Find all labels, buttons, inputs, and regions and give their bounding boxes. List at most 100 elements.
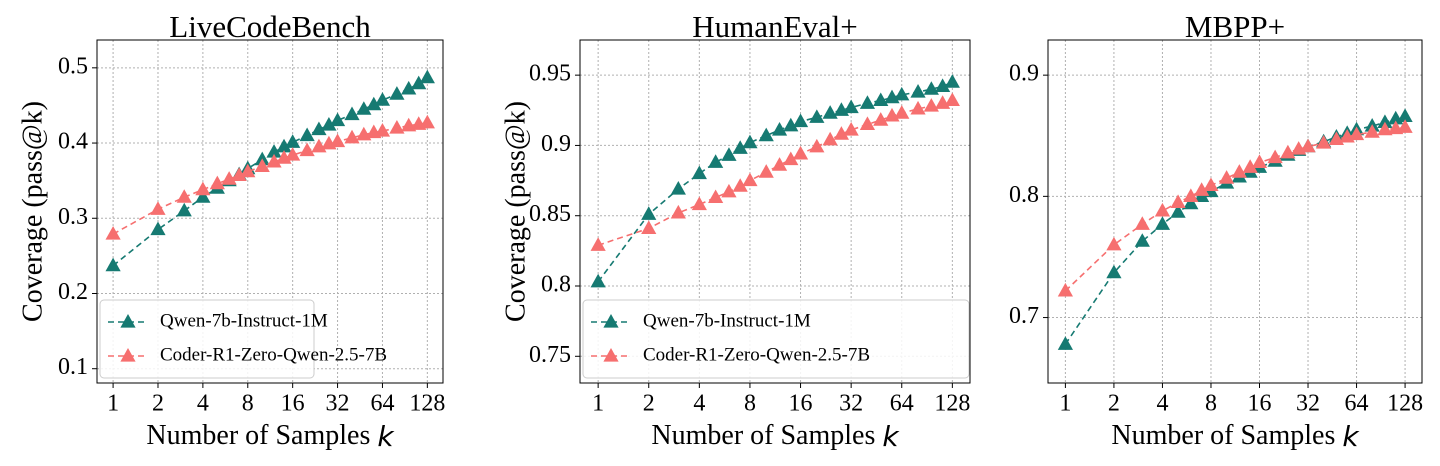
- x-tick-label: 1: [592, 391, 604, 417]
- data-point: [374, 92, 391, 106]
- data-point: [344, 106, 360, 121]
- y-tick-label: 0.8: [1009, 182, 1039, 208]
- data-point: [708, 189, 724, 204]
- data-point: [195, 181, 211, 196]
- data-point: [1170, 194, 1186, 209]
- data-point: [266, 144, 282, 158]
- data-point: [176, 202, 192, 217]
- x-tick-label: 128: [1387, 391, 1423, 417]
- data-point: [783, 151, 799, 166]
- data-point: [1154, 216, 1171, 230]
- data-point: [1057, 282, 1073, 297]
- data-point: [670, 204, 686, 219]
- x-tick-label: 8: [744, 391, 756, 417]
- data-point: [311, 121, 327, 136]
- data-point: [1194, 182, 1210, 196]
- data-point: [944, 92, 960, 107]
- data-point: [221, 171, 237, 185]
- data-point: [792, 145, 809, 160]
- legend-marker: [603, 348, 619, 362]
- data-point: [935, 78, 951, 92]
- y-tick-label: 0.5: [58, 53, 88, 79]
- x-tick-label: 4: [1156, 391, 1168, 417]
- data-point: [742, 172, 758, 187]
- y-tick-label: 0.85: [529, 201, 571, 227]
- legend: Qwen-7b-Instruct-1M Coder-R1-Zero-Qwen-2.…: [582, 299, 970, 379]
- data-point: [910, 84, 926, 98]
- y-tick-label: 0.95: [529, 61, 571, 87]
- x-label-text: Number of Samples: [146, 420, 370, 451]
- subplot: 1 2 4 8 16 32 64 128 0.1 0.2 0.3 0.4 0.5 LiveCodeBenc…: [17, 9, 445, 453]
- y-tick-label: 0.9: [541, 131, 571, 157]
- x-tick-label: 128: [934, 391, 970, 417]
- axes-frame: [96, 39, 444, 384]
- data-point: [150, 221, 166, 236]
- legend: Qwen-7b-Instruct-1M Coder-R1-Zero-Qwen-2.…: [99, 299, 387, 379]
- x-tick-label: 64: [370, 391, 394, 417]
- data-point: [1397, 119, 1413, 133]
- data-point: [944, 74, 960, 88]
- data-point: [894, 105, 910, 119]
- x-tick-label: 64: [890, 391, 914, 417]
- data-point: [1134, 216, 1150, 230]
- data-point: [783, 117, 799, 132]
- legend-marker: [120, 314, 136, 328]
- data-point: [1377, 121, 1393, 136]
- data-point: [1218, 170, 1235, 184]
- y-axis-label: Coverage (pass@k): [17, 101, 48, 322]
- data-point: [590, 237, 606, 251]
- data-point: [1231, 164, 1247, 178]
- data-point: [321, 116, 337, 131]
- axes-frame: [1047, 39, 1423, 384]
- data-point: [809, 109, 825, 123]
- data-point: [344, 129, 360, 144]
- data-point: [266, 153, 282, 168]
- data-point: [873, 112, 889, 126]
- x-tick-label: 2: [1108, 391, 1120, 417]
- series-line: [112, 76, 428, 267]
- axes-frame: [579, 39, 971, 384]
- data-point: [356, 101, 372, 115]
- legend-box: [99, 299, 315, 379]
- x-label-variable: k: [1342, 420, 1360, 453]
- y-tick-label: 0.9: [1009, 61, 1039, 87]
- x-axis-label: Number of Samples k: [1111, 420, 1360, 453]
- x-tick-label: 128: [409, 391, 445, 417]
- legend-label: Qwen-7b-Instruct-1M: [643, 310, 811, 331]
- legend-box: [582, 299, 970, 379]
- x-label-text: Number of Samples: [651, 420, 875, 451]
- x-label-variable: k: [377, 420, 395, 453]
- series-line: [112, 121, 428, 235]
- data-point: [809, 138, 825, 153]
- data-point: [1183, 188, 1199, 202]
- data-point: [708, 154, 724, 168]
- y-tick-label: 0.1: [58, 354, 88, 380]
- data-point: [299, 127, 315, 142]
- data-point: [411, 75, 427, 90]
- data-point: [1106, 264, 1122, 279]
- data-point: [923, 81, 939, 95]
- data-point: [1377, 114, 1393, 129]
- data-point: [822, 131, 838, 146]
- data-point: [758, 164, 774, 178]
- x-tick-label: 4: [197, 391, 209, 417]
- x-axis-label: Number of Samples k: [651, 420, 900, 453]
- data-point: [923, 98, 939, 112]
- x-label-variable: k: [882, 420, 900, 453]
- x-tick-label: 1: [107, 391, 119, 417]
- data-point: [1251, 154, 1268, 169]
- data-point: [843, 121, 859, 136]
- data-point: [758, 127, 774, 142]
- data-point: [276, 138, 292, 153]
- data-point: [859, 116, 876, 130]
- y-tick-label: 0.2: [58, 279, 88, 305]
- x-label-text: Number of Samples: [1111, 420, 1335, 451]
- data-point: [419, 114, 435, 129]
- data-point: [859, 95, 876, 109]
- data-point: [195, 189, 211, 203]
- data-point: [1106, 236, 1122, 251]
- data-point: [1397, 108, 1413, 122]
- legend-marker: [120, 348, 136, 362]
- subplot-title: LiveCodeBench: [169, 9, 371, 44]
